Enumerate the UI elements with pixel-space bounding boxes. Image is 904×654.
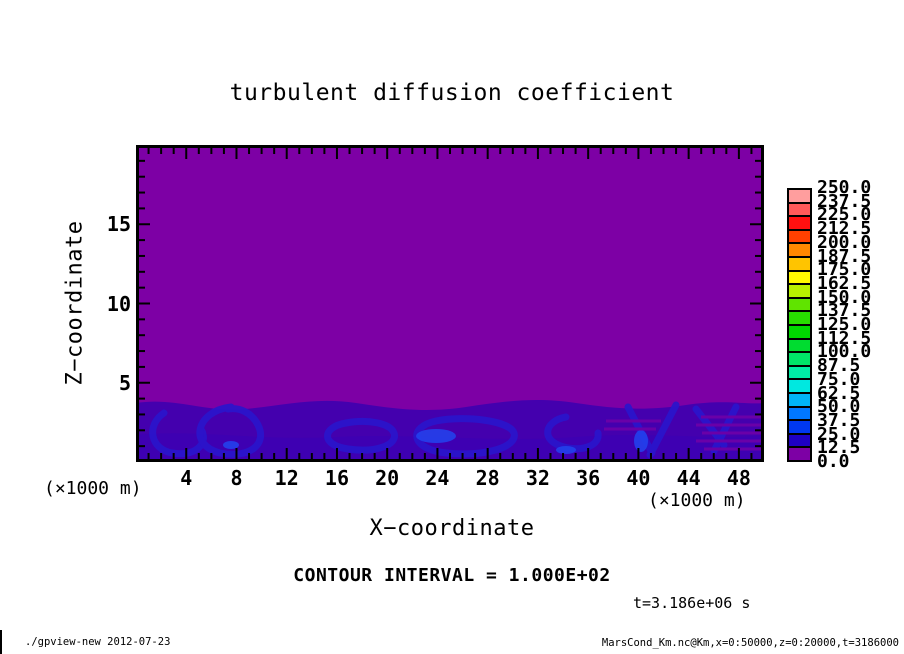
y-tick-label: 15 bbox=[106, 212, 131, 237]
colorbar-tick-label: 100.0 bbox=[817, 341, 872, 363]
colorbar-box bbox=[789, 285, 810, 299]
x-tick-label: 36 bbox=[576, 466, 601, 490]
colorbar-box bbox=[789, 312, 810, 326]
y-axis-title: Z−coordinate bbox=[62, 220, 88, 386]
statusbar-edge-line bbox=[0, 630, 2, 654]
colorbar-tick-label: 37.5 bbox=[817, 409, 861, 431]
x-tick-label: 4 bbox=[180, 466, 193, 490]
colorbar-box bbox=[789, 339, 810, 354]
colorbar-tick-label: 112.5 bbox=[817, 327, 872, 349]
colorbar-box bbox=[789, 325, 810, 340]
plot-frame bbox=[136, 145, 764, 462]
striations bbox=[604, 415, 764, 451]
x-tick-label: 24 bbox=[425, 466, 450, 490]
colorbar-box bbox=[789, 407, 810, 422]
plot-title: turbulent diffusion coefficient bbox=[229, 80, 675, 106]
x-tick-label: 28 bbox=[475, 466, 500, 490]
colorbar-tick-label: 0.0 bbox=[817, 451, 850, 472]
contour-field bbox=[136, 145, 764, 462]
colorbar-tick-label: 50.0 bbox=[817, 396, 861, 418]
colorbar-box bbox=[789, 244, 810, 258]
colorbar-box bbox=[789, 217, 810, 231]
x-tick-label: 20 bbox=[375, 466, 400, 490]
colorbar-tick-label: 225.0 bbox=[817, 204, 872, 226]
statusbar-dataset: MarsCond_Km.nc@Km,x=0:50000,z=0:20000,t=… bbox=[601, 637, 899, 649]
x-tick-label: 40 bbox=[626, 466, 651, 490]
x-axis-title: X−coordinate bbox=[369, 516, 535, 541]
eddy-cores bbox=[223, 429, 648, 454]
x-axis-unit: (×1000 m) bbox=[648, 490, 746, 511]
y-tick-label: 10 bbox=[106, 291, 131, 316]
colorbar-box bbox=[789, 366, 810, 381]
statusbar-command: ./gpview-new 2012-07-23 bbox=[25, 636, 171, 648]
colorbar-box bbox=[789, 421, 810, 435]
colorbar-tick-label: 25.0 bbox=[817, 423, 861, 445]
colorbar-tick-label: 150.0 bbox=[817, 286, 872, 308]
colorbar-tick-label: 87.5 bbox=[817, 355, 861, 377]
colorbar-tick-label: 12.5 bbox=[817, 437, 861, 459]
colorbar-tick-label: 62.5 bbox=[817, 382, 861, 404]
colorbar-box bbox=[789, 257, 810, 272]
colorbar bbox=[787, 188, 812, 462]
contour-interval-note: CONTOUR INTERVAL = 1.000E+02 bbox=[293, 565, 611, 586]
colorbar-tick-label: 75.0 bbox=[817, 368, 861, 390]
colorbar-tick-label: 212.5 bbox=[817, 218, 872, 240]
colorbar-box bbox=[789, 230, 810, 245]
eddy-swirls bbox=[149, 401, 740, 459]
colorbar-tick-label: 162.5 bbox=[817, 272, 872, 294]
colorbar-tick-label: 187.5 bbox=[817, 245, 872, 267]
y-axis-unit: (×1000 m) bbox=[44, 478, 142, 499]
colorbar-box bbox=[789, 448, 810, 460]
x-tick-label: 12 bbox=[274, 466, 299, 490]
colorbar-tick-label: 175.0 bbox=[817, 259, 872, 281]
plot-area bbox=[136, 145, 764, 462]
colorbar-box bbox=[789, 434, 810, 449]
colorbar-tick-label: 137.5 bbox=[817, 300, 872, 322]
x-tick-label: 8 bbox=[230, 466, 243, 490]
colorbar-box bbox=[789, 353, 810, 367]
colorbar-tick-label: 237.5 bbox=[817, 190, 872, 212]
colorbar-box bbox=[789, 298, 810, 313]
colorbar-box bbox=[789, 190, 810, 204]
colorbar-box bbox=[789, 271, 810, 286]
colorbar-tick-label: 200.0 bbox=[817, 231, 872, 253]
y-tick-label: 5 bbox=[118, 370, 131, 395]
colorbar-box bbox=[789, 393, 810, 408]
colorbar-labels: 250.0 237.5 225.0 212.5 200.0 187.5 175.0 162.5… bbox=[817, 179, 887, 478]
colorbar-tick-label: 125.0 bbox=[817, 314, 872, 335]
x-tick-label: 16 bbox=[324, 466, 349, 490]
axis-ticks bbox=[139, 148, 761, 459]
time-annotation: t=3.186e+06 s bbox=[633, 594, 751, 612]
x-tick-label: 48 bbox=[726, 466, 751, 490]
colorbar-box bbox=[789, 203, 810, 218]
x-tick-label: 44 bbox=[676, 466, 701, 490]
x-tick-label: 32 bbox=[525, 466, 550, 490]
colorbar-tick-label: 250.0 bbox=[817, 177, 872, 198]
colorbar-box bbox=[789, 380, 810, 394]
